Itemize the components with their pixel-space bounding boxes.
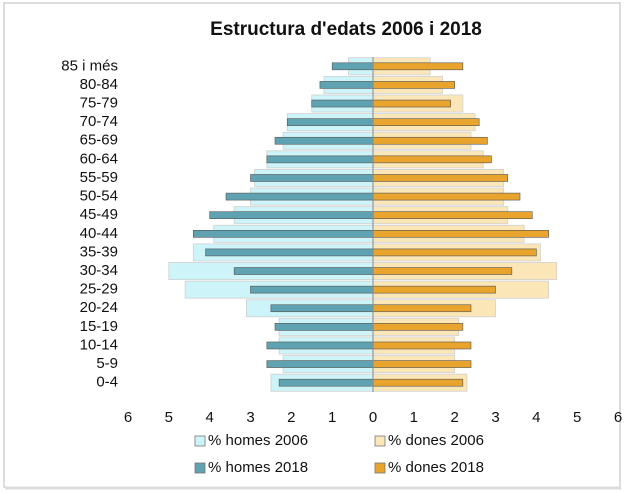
bar-2018	[250, 285, 374, 294]
legend-label: % dones 2006	[388, 432, 484, 449]
bar-2018	[372, 378, 464, 387]
y-tick-label: 10-14	[80, 336, 118, 353]
bar-2018	[286, 118, 374, 126]
bar-2018	[319, 81, 374, 89]
y-tick-label: 45-49	[80, 206, 118, 223]
bar-2018	[372, 192, 521, 201]
x-tick-label: 2	[287, 409, 295, 426]
x-tick-label: 5	[573, 409, 581, 426]
bar-2018	[372, 285, 496, 294]
x-tick-label: 1	[410, 409, 418, 426]
x-tick-label: 6	[614, 409, 622, 426]
bar-2018	[274, 136, 374, 145]
y-tick-label: 30-34	[80, 262, 118, 279]
y-tick-label: 80-84	[80, 76, 118, 93]
bar-2018	[311, 99, 374, 108]
bar-2018	[372, 174, 509, 182]
y-tick-label: 75-79	[80, 94, 118, 111]
y-tick-label: 85 i més	[61, 57, 118, 74]
y-tick-label: 25-29	[80, 281, 118, 298]
y-tick-label: 70-74	[80, 113, 118, 130]
bar-2018	[270, 304, 374, 313]
legend-swatch	[374, 462, 386, 474]
bar-2018	[209, 211, 374, 219]
bar-2018	[372, 81, 455, 89]
bar-2018	[205, 248, 374, 257]
bar-2018	[372, 118, 480, 126]
x-tick-label: 3	[491, 409, 499, 426]
bar-2018	[372, 62, 464, 71]
bar-2018	[274, 323, 374, 331]
bar-2018	[266, 155, 374, 164]
legend-swatch	[194, 462, 206, 474]
y-tick-label: 35-39	[80, 243, 118, 260]
chart-title: Estructura d'edats 2006 i 2018	[210, 19, 482, 40]
bar-2018	[372, 304, 472, 313]
legend-label: % homes 2018	[208, 459, 308, 476]
y-tick-label: 65-69	[80, 132, 118, 149]
x-tick-label: 6	[124, 409, 132, 426]
legend-swatch	[194, 435, 206, 447]
bar-2018	[372, 155, 492, 164]
legend-swatch	[374, 435, 386, 447]
y-tick-label: 20-24	[80, 299, 118, 316]
legend-label: % homes 2006	[208, 432, 308, 449]
legend-label: % dones 2018	[388, 459, 484, 476]
bar-2018	[372, 341, 472, 350]
x-tick-label: 4	[205, 409, 213, 426]
y-tick-label: 0-4	[96, 374, 118, 391]
bar-2018	[372, 99, 451, 108]
bar-2018	[193, 230, 374, 238]
bar-2018	[250, 174, 374, 182]
y-tick-label: 55-59	[80, 169, 118, 186]
x-tick-label: 5	[165, 409, 173, 426]
bar-2018	[225, 192, 374, 201]
bar-2018	[372, 323, 464, 331]
bar-2018	[372, 267, 513, 275]
y-tick-label: 60-64	[80, 150, 118, 167]
bar-2018	[278, 378, 374, 387]
bar-2018	[331, 62, 374, 71]
bar-2018	[372, 248, 537, 257]
x-tick-label: 0	[369, 409, 377, 426]
y-tick-label: 40-44	[80, 225, 118, 242]
x-tick-label: 1	[328, 409, 336, 426]
y-tick-label: 50-54	[80, 188, 118, 205]
x-tick-label: 2	[450, 409, 458, 426]
bar-2018	[266, 360, 374, 368]
y-tick-label: 5-9	[96, 355, 118, 372]
bar-2018	[372, 211, 533, 219]
bar-2018	[372, 360, 472, 368]
x-tick-label: 3	[246, 409, 254, 426]
y-tick-label: 15-19	[80, 318, 118, 335]
bar-2018	[372, 136, 488, 145]
bar-2018	[372, 230, 549, 238]
bar-2018	[233, 267, 374, 275]
bar-2018	[266, 341, 374, 350]
x-tick-label: 4	[532, 409, 540, 426]
